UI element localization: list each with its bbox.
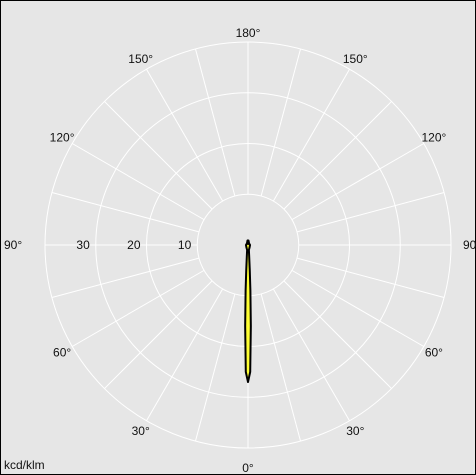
grid-spoke — [104, 101, 213, 210]
grid-spoke — [296, 257, 445, 299]
series-layer — [244, 239, 252, 384]
radial-tick-label: 30 — [76, 238, 90, 252]
angle-tick-label: 90° — [463, 238, 476, 252]
grid-spoke — [104, 280, 213, 389]
grid-spoke — [146, 288, 224, 422]
angle-tick-label: 0° — [242, 461, 254, 475]
grid-spoke — [146, 68, 224, 202]
polar-grid — [44, 41, 452, 449]
angle-tick-label: 180° — [236, 26, 261, 40]
radial-tick-label: 20 — [127, 238, 141, 252]
grid-spoke — [272, 68, 350, 202]
radial-tick-label: 10 — [178, 238, 192, 252]
grid-spoke — [51, 257, 200, 299]
angle-tick-label: 150° — [128, 52, 153, 66]
angle-tick-label: 90° — [4, 238, 22, 252]
grid-spoke — [291, 269, 425, 347]
angle-tick-label: 120° — [421, 131, 446, 145]
angle-tick-label: 120° — [50, 131, 75, 145]
grid-spoke — [283, 280, 392, 389]
unit-label: kcd/klm — [4, 458, 45, 472]
angle-tick-label: 30° — [132, 424, 150, 438]
grid-spoke — [260, 48, 302, 197]
grid-spoke — [71, 143, 205, 221]
angle-tick-label: 60° — [425, 345, 443, 359]
grid-spoke — [194, 48, 236, 197]
label-layer: kcd/klm 10 20 30 0° 30° 30° 60° 60° 90° 90° 120° 12… — [4, 26, 476, 475]
grid-spoke — [260, 293, 302, 442]
grid-spoke — [272, 288, 350, 422]
angle-tick-label: 60° — [53, 345, 71, 359]
angle-tick-label: 150° — [343, 52, 368, 66]
intensity-curve — [244, 239, 252, 384]
grid-spoke — [71, 269, 205, 347]
angle-tick-label: 30° — [346, 424, 364, 438]
grid-spoke — [51, 191, 200, 233]
grid-spoke — [194, 293, 236, 442]
grid-spoke — [296, 191, 445, 233]
grid-spoke — [283, 101, 392, 210]
grid-spoke — [291, 143, 425, 221]
